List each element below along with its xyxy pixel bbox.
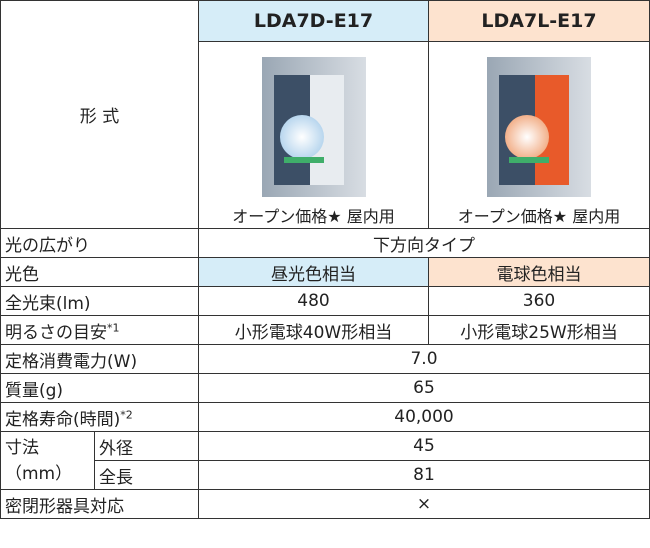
label-text: 全長 [99,467,133,488]
row-label: 全光束(lm) [0,286,199,316]
dimension-group: 寸法 （mm） [0,431,95,490]
price-note: オープン価格★ 屋内用 [428,202,650,229]
image-row [1,41,650,202]
dimension-row: 全長 81 [1,460,650,490]
label-text: 光色 [5,264,39,285]
row-label: 明るさの目安*1 [0,315,199,345]
row-label: 全長 [94,460,199,490]
label-text: 質量(g) [5,380,64,401]
row-value: 小形電球25W形相当 [428,315,650,345]
footnote-mark: *2 [120,407,133,421]
row-label: 光の広がり [0,228,199,258]
spec-row: 密閉形器具対応 × [0,489,650,519]
row-value: 電球色相当 [428,257,650,287]
row-label: 光色 [0,257,199,287]
row-value: 480 [198,286,429,316]
row-value: 40,000 [198,402,650,432]
product-image [261,57,366,197]
row-label: 定格寿命(時間)*2 [0,402,199,432]
spec-table: 形 式 LDA7D-E17 LDA7L-E17 オープン価格★ 屋内用 オープン… [0,0,650,519]
row-value: × [198,489,650,519]
label-text: 定格消費電力(W) [5,351,138,372]
row-label: 定格消費電力(W) [0,344,199,374]
product-image-cell [198,41,429,202]
row-label: 質量(g) [0,373,199,403]
price-note: オープン価格★ 屋内用 [198,202,429,229]
row-value: 下方向タイプ [198,228,650,258]
spec-rows: 光の広がり 下方向タイプ光色 昼光色相当 電球色相当全光束(lm) 480 360 明るさの… [0,228,650,519]
model-name: LDA7D-E17 [198,0,429,42]
product-image [487,57,591,197]
label-text: 光の広がり [5,235,90,256]
spec-row: 全光束(lm) 480 360 [0,286,650,316]
label-text: 外径 [99,438,133,459]
label-text: 全光束(lm) [5,293,91,314]
type-label: 形 式 [0,0,199,229]
spec-row: 光の広がり 下方向タイプ [0,228,650,258]
row-value: 小形電球40W形相当 [198,315,429,345]
footnote-mark: *1 [107,320,120,334]
row-value: 45 [198,431,650,461]
dimension-row: 寸法 （mm） 外径 45 [0,431,650,490]
spec-row: 定格寿命(時間)*2 40,000 [0,402,650,432]
spec-row: 定格消費電力(W) 7.0 [0,344,650,374]
product-image-cell [428,41,650,202]
model-name: LDA7L-E17 [428,0,650,42]
row-value: 昼光色相当 [198,257,429,287]
row-value: 65 [198,373,650,403]
spec-row: 質量(g) 65 [0,373,650,403]
spec-row: 光色 昼光色相当 電球色相当 [0,257,650,287]
row-value: 81 [198,460,650,490]
label-text: 密閉形器具対応 [5,496,124,517]
dimension-unit: （mm） [5,463,73,484]
label-text: 定格寿命(時間) [5,409,121,430]
label-text: 明るさの目安 [5,322,107,343]
row-label: 密閉形器具対応 [0,489,199,519]
row-label: 外径 [94,431,199,461]
spec-row: 明るさの目安*1 小形電球40W形相当 小形電球25W形相当 [0,315,650,345]
row-value: 7.0 [198,344,650,374]
header-row: 形 式 LDA7D-E17 LDA7L-E17 [0,0,650,229]
row-value: 360 [428,286,650,316]
dimension-label: 寸法 [5,437,39,458]
